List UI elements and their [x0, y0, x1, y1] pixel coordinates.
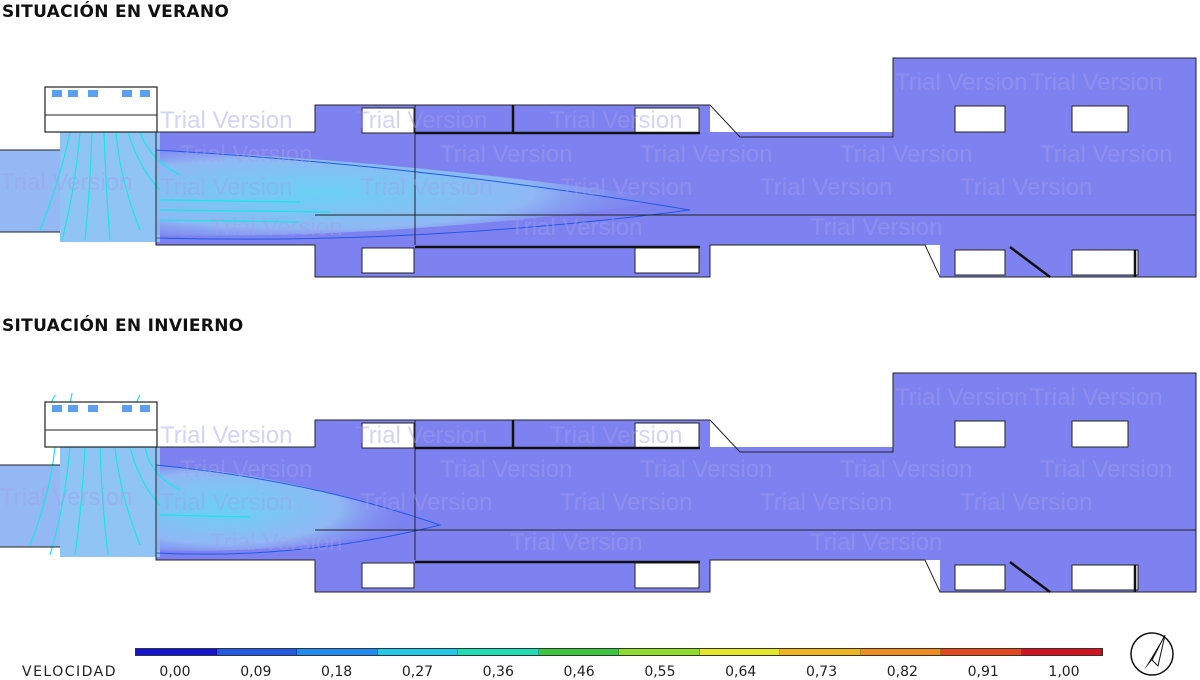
colorbar-segment [860, 649, 941, 655]
colorbar-segment [619, 649, 700, 655]
svg-text:Trial Version: Trial Version [0, 169, 133, 196]
plan-outline [0, 372, 1197, 593]
colorbar-segment [1021, 649, 1102, 655]
svg-text:Trial Version: Trial Version [1040, 456, 1173, 483]
svg-text:Trial Version: Trial Version [440, 141, 573, 168]
summer-velocity-plan: Trial Version Trial Version Trial Version… [0, 57, 1197, 278]
legend-tick-label: 0,18 [321, 664, 353, 680]
summer-title: SITUACIÓN EN VERANO [2, 2, 230, 22]
svg-text:Trial Version: Trial Version [760, 174, 893, 201]
legend-tick-label: 0,27 [401, 664, 434, 680]
legend-tick-label: 0,09 [240, 664, 272, 680]
intake-housing [44, 401, 158, 448]
svg-text:Trial Version: Trial Version [510, 529, 643, 556]
legend-tick-label: 0,36 [482, 664, 514, 680]
legend-label: VELOCIDAD [22, 664, 118, 680]
intake-grilles [52, 90, 150, 97]
solid-walls [415, 420, 1137, 593]
colorbar-segment [297, 649, 378, 655]
colorbar-segment [216, 649, 297, 655]
legend-tick-label: 0,91 [967, 664, 999, 680]
svg-text:Trial Version: Trial Version [355, 107, 488, 134]
north-arrow-icon [1130, 632, 1174, 676]
svg-text:Trial Version: Trial Version [180, 456, 313, 483]
svg-text:Trial Version: Trial Version [640, 141, 773, 168]
svg-text:Trial Version: Trial Version [160, 174, 293, 201]
svg-text:Trial Version: Trial Version [895, 69, 1028, 96]
svg-text:Trial Version: Trial Version [840, 141, 973, 168]
legend-tick-label: 0,55 [644, 664, 676, 680]
svg-text:Trial Version: Trial Version [960, 174, 1093, 201]
svg-text:Trial Version: Trial Version [210, 214, 343, 241]
wall-openings [361, 105, 1139, 276]
intake-grilles [52, 405, 150, 412]
svg-text:Trial Version: Trial Version [360, 489, 493, 516]
svg-text:Trial Version: Trial Version [180, 141, 313, 168]
plan-outline [0, 57, 1197, 278]
svg-text:Trial Version: Trial Version [1030, 69, 1163, 96]
colorbar-segment [377, 649, 458, 655]
winter-velocity-plan: Trial Version Trial Version Trial Version… [0, 372, 1197, 593]
svg-text:Trial Version: Trial Version [840, 456, 973, 483]
colorbar-segment [136, 649, 217, 655]
svg-text:Trial Version: Trial Version [560, 174, 693, 201]
svg-text:Trial Version: Trial Version [160, 489, 293, 516]
watermark: Trial Version Trial Version Trial Version… [0, 384, 1173, 556]
summer-jet-plume [156, 150, 680, 236]
svg-text:Trial Version: Trial Version [960, 489, 1093, 516]
colorbar-segment [538, 649, 619, 655]
watermark: Trial Version Trial Version Trial Version… [0, 69, 1173, 241]
wall-openings [361, 420, 1139, 591]
summer-streamlines [39, 131, 331, 241]
svg-text:Trial Version: Trial Version [550, 107, 683, 134]
svg-text:Trial Version: Trial Version [1030, 384, 1163, 411]
svg-text:Trial Version: Trial Version [895, 384, 1028, 411]
colorbar-segment [780, 649, 861, 655]
legend-tick-label: 0,64 [725, 664, 757, 680]
svg-text:Trial Version: Trial Version [550, 422, 683, 449]
svg-text:Trial Version: Trial Version [510, 214, 643, 241]
svg-text:Trial Version: Trial Version [810, 214, 943, 241]
solid-walls [415, 105, 1137, 278]
legend-tick-label: 0,00 [159, 664, 191, 680]
svg-text:Trial Version: Trial Version [560, 489, 693, 516]
svg-text:Trial Version: Trial Version [160, 422, 293, 449]
svg-text:Trial Version: Trial Version [0, 484, 133, 511]
intake-housing [44, 86, 158, 133]
legend-tick-label: 1,00 [1048, 664, 1080, 680]
legend-tick-label: 0,73 [805, 664, 838, 680]
svg-text:Trial Version: Trial Version [360, 174, 493, 201]
svg-text:Trial Version: Trial Version [760, 489, 893, 516]
svg-text:Trial Version: Trial Version [1040, 141, 1173, 168]
velocity-colorbar [135, 648, 1103, 656]
svg-text:Trial Version: Trial Version [355, 422, 488, 449]
svg-text:Trial Version: Trial Version [640, 456, 773, 483]
legend-tick-label: 0,82 [886, 664, 918, 680]
legend-tick-label: 0,46 [563, 664, 595, 680]
colorbar-segment [699, 649, 780, 655]
winter-title: SITUACIÓN EN INVIERNO [2, 316, 244, 336]
svg-text:Trial Version: Trial Version [160, 107, 293, 134]
svg-text:Trial Version: Trial Version [440, 456, 573, 483]
colorbar-segment [458, 649, 539, 655]
svg-text:Trial Version: Trial Version [810, 529, 943, 556]
svg-text:Trial Version: Trial Version [210, 529, 343, 556]
colorbar-segment [941, 649, 1022, 655]
winter-jet-plume [156, 465, 430, 551]
